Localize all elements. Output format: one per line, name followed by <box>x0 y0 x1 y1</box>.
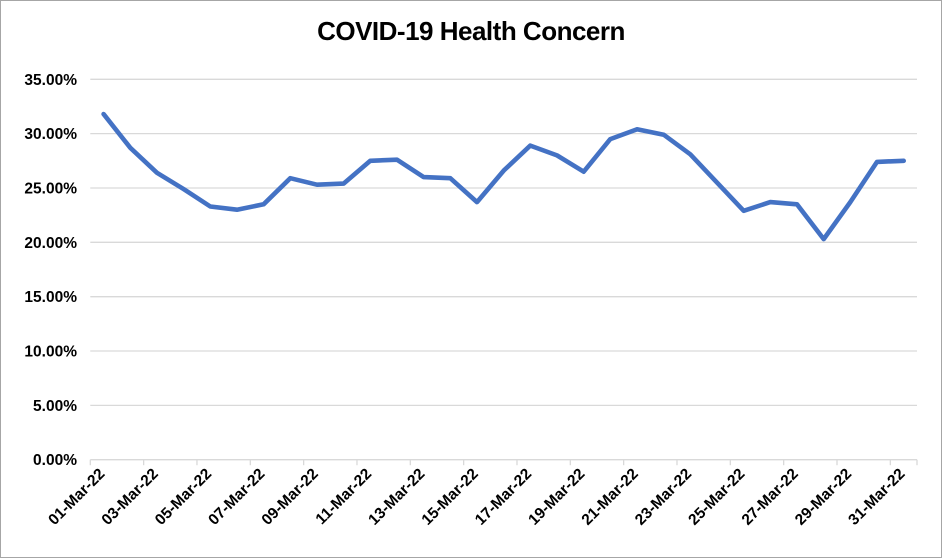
y-axis-tick-label: 30.00% <box>24 126 77 143</box>
y-axis-tick-label: 25.00% <box>24 180 77 197</box>
y-axis-tick-label: 35.00% <box>24 72 77 89</box>
x-axis-tick-label: 03-Mar-22 <box>99 466 162 529</box>
y-axis-tick-label: 20.00% <box>24 235 77 252</box>
x-axis-tick-label: 19-Mar-22 <box>525 466 588 529</box>
x-axis-tick-label: 09-Mar-22 <box>259 466 322 529</box>
x-axis-tick-label: 31-Mar-22 <box>845 466 908 529</box>
y-axis-tick-label: 15.00% <box>24 289 77 306</box>
x-axis-tick-label: 05-Mar-22 <box>152 466 215 529</box>
series-line <box>101 111 907 242</box>
x-axis-tick-label: 13-Mar-22 <box>365 466 428 529</box>
y-axis-tick-label: 0.00% <box>33 452 77 469</box>
x-axis-tick-label: 01-Mar-22 <box>45 466 108 529</box>
x-axis-tick-label: 29-Mar-22 <box>792 466 855 529</box>
x-axis-tick-label: 23-Mar-22 <box>632 466 695 529</box>
x-axis-tick-label: 15-Mar-22 <box>419 466 482 529</box>
x-axis-tick-label: 17-Mar-22 <box>472 466 535 529</box>
x-axis-tick-label: 11-Mar-22 <box>313 466 376 529</box>
chart-title: COVID-19 Health Concern <box>317 16 625 46</box>
x-axis-tick-label: 21-Mar-22 <box>579 466 642 529</box>
x-axis-tick-label: 07-Mar-22 <box>205 466 268 529</box>
x-axis-tick-label: 25-Mar-22 <box>685 466 748 529</box>
y-axis-tick-label: 5.00% <box>33 398 77 415</box>
x-axis-tick-label: 27-Mar-22 <box>739 466 802 529</box>
y-axis-tick-label: 10.00% <box>24 344 77 361</box>
